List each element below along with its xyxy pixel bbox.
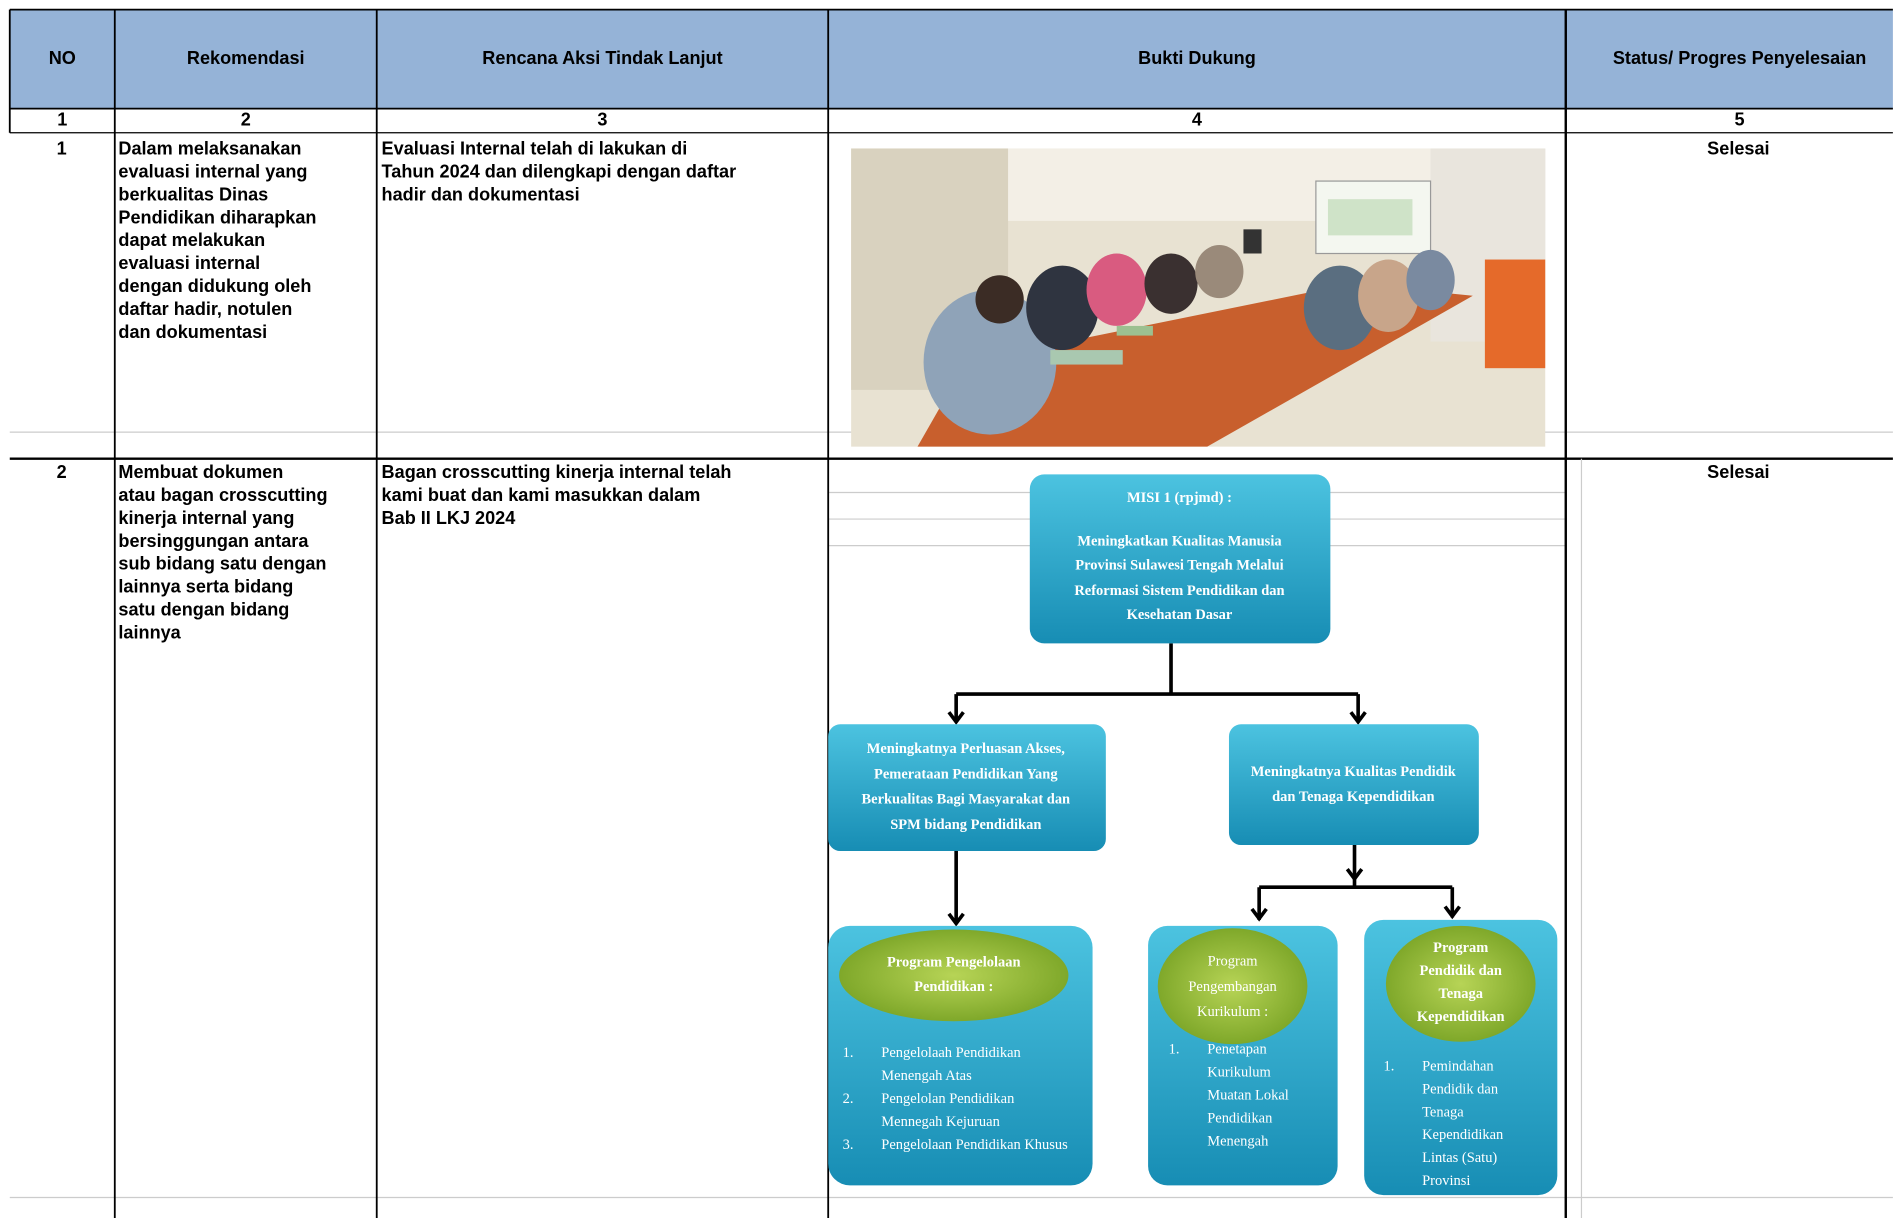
text: Mennegah Kejuruan [881, 1114, 1000, 1130]
text: NO [49, 48, 76, 68]
text: 5 [1735, 109, 1745, 129]
text: 2 [241, 109, 251, 129]
text: Kependidikan [1422, 1127, 1504, 1143]
text: MISI 1 (rpjmd) : [1127, 490, 1232, 506]
text: lainnya [118, 623, 181, 643]
text: Rencana Aksi Tindak Lanjut [482, 48, 722, 68]
text: Pengelolan Pendidikan [881, 1091, 1015, 1107]
text: Kependidikan [1417, 1009, 1505, 1025]
text: Bab II LKJ 2024 [382, 508, 516, 528]
text: dan dokumentasi [118, 322, 267, 342]
text: Pendidik dan [1422, 1081, 1499, 1097]
text: Dalam melaksanakan [118, 138, 301, 158]
text: 1 [57, 109, 67, 129]
text: Program Pengelolaan [887, 955, 1021, 971]
text: SPM bidang Pendidikan [890, 817, 1041, 833]
text: 3. [843, 1137, 854, 1153]
text: Rekomendasi [187, 48, 305, 68]
photo [851, 148, 1546, 447]
text: Kurikulum : [1197, 1004, 1268, 1020]
text: Pengembangan [1188, 979, 1277, 995]
text: Pendidikan [1207, 1110, 1273, 1126]
text: 1. [843, 1045, 854, 1061]
text: 3 [597, 109, 607, 129]
text: Muatan Lokal [1207, 1087, 1289, 1103]
header-bg [9, 9, 1893, 109]
text: satu dengan bidang [118, 600, 289, 620]
text: lainnya serta bidang [118, 577, 293, 597]
text: Menengah Atas [881, 1068, 972, 1084]
text: Lintas (Satu) [1422, 1150, 1497, 1166]
text: evaluasi internal [118, 253, 260, 273]
text: Tahun 2024 dan dilengkapi dengan daftar [382, 161, 737, 181]
text: Tenaga [1438, 986, 1483, 1002]
text: kami buat dan kami masukkan dalam [382, 485, 701, 505]
text: Kesehatan Dasar [1127, 607, 1233, 623]
text: Reformasi Sistem Pendidikan dan [1074, 583, 1284, 599]
text: berkualitas Dinas [118, 184, 268, 204]
text: Bagan crosscutting kinerja internal tela… [382, 462, 732, 482]
text: Pemindahan [1422, 1058, 1494, 1074]
text: 1 [57, 138, 67, 158]
text: Penetapan [1207, 1042, 1267, 1058]
text: Meningkatnya Kualitas Pendidik [1251, 764, 1457, 780]
text: 4 [1192, 109, 1202, 129]
text: Tenaga [1422, 1104, 1464, 1120]
text: Selesai [1707, 462, 1769, 482]
text: Kurikulum [1207, 1064, 1271, 1080]
grid [8, 8, 1893, 1218]
text: Meningkatnya Perluasan Akses, [867, 741, 1066, 757]
text: 1. [1383, 1058, 1394, 1074]
text: Membuat dokumen [118, 462, 283, 482]
text: daftar hadir, notulen [118, 299, 292, 319]
text: evaluasi internal yang [118, 161, 307, 181]
text: Program [1433, 940, 1488, 956]
text: Pendidikan diharapkan [118, 207, 316, 227]
text: dapat melakukan [118, 230, 265, 250]
text: Selesai [1707, 138, 1769, 158]
text: dengan didukung oleh [118, 276, 311, 296]
text: sub bidang satu dengan [118, 554, 326, 574]
text: Pengelolaah Pendidikan [881, 1045, 1021, 1061]
text: Berkualitas Bagi Masyarakat dan [862, 792, 1071, 808]
text: Pendidikan : [914, 979, 993, 995]
text: bersinggungan antara [118, 531, 309, 551]
text: Provinsi [1422, 1173, 1470, 1189]
text: 1. [1169, 1042, 1180, 1058]
text: hadir dan dokumentasi [382, 184, 580, 204]
text: Program [1208, 953, 1259, 969]
text: Provinsi Sulawesi Tengah Melalui [1075, 557, 1283, 573]
text: Status/ Progres Penyelesaian [1613, 48, 1866, 68]
diagram-boxes [828, 474, 1558, 1196]
text: Bukti Dukung [1138, 48, 1256, 68]
text: 2 [57, 462, 67, 482]
text: Pendidik dan [1420, 963, 1502, 979]
text: Pemerataan Pendidikan Yang [874, 766, 1058, 782]
text: Menengah [1207, 1133, 1269, 1149]
text: Evaluasi Internal telah di lakukan di [382, 138, 688, 158]
text: kinerja internal yang [118, 508, 294, 528]
text: Meningkatkan Kualitas Manusia [1077, 533, 1282, 549]
text: atau bagan crosscutting [118, 485, 327, 505]
text: dan Tenaga Kependidikan [1272, 789, 1434, 805]
text: Pengelolaan Pendidikan Khusus [881, 1137, 1068, 1153]
diagram-connectors [947, 643, 1461, 927]
text: 2. [843, 1091, 854, 1107]
